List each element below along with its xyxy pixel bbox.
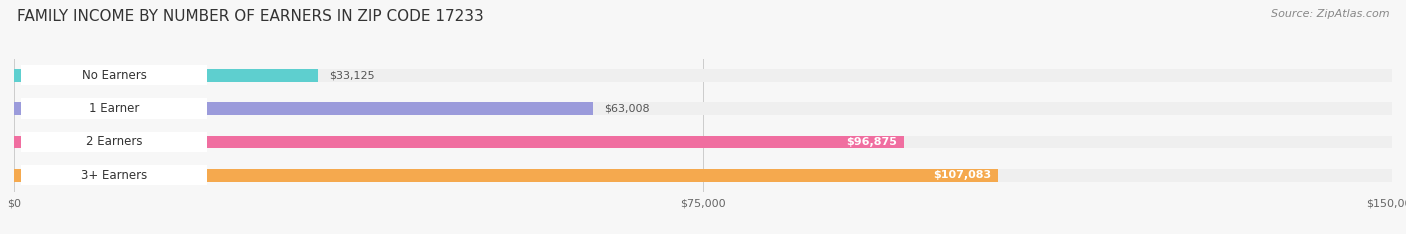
Bar [14, 169, 998, 182]
Bar [21, 65, 207, 85]
Bar [14, 69, 1392, 81]
Bar [14, 169, 1392, 182]
Text: $96,875: $96,875 [846, 137, 897, 147]
Text: $63,008: $63,008 [603, 103, 650, 113]
Bar [14, 102, 1392, 115]
Text: Source: ZipAtlas.com: Source: ZipAtlas.com [1271, 9, 1389, 19]
Bar [21, 132, 207, 152]
Bar [14, 69, 318, 81]
Text: FAMILY INCOME BY NUMBER OF EARNERS IN ZIP CODE 17233: FAMILY INCOME BY NUMBER OF EARNERS IN ZI… [17, 9, 484, 24]
Bar [14, 102, 593, 115]
Bar [21, 98, 207, 119]
Text: 1 Earner: 1 Earner [89, 102, 139, 115]
Bar [14, 135, 1392, 148]
Text: $107,083: $107,083 [932, 170, 991, 180]
Bar [21, 165, 207, 185]
Text: No Earners: No Earners [82, 69, 146, 82]
Text: 2 Earners: 2 Earners [86, 135, 142, 148]
Bar [14, 135, 904, 148]
Text: $33,125: $33,125 [329, 70, 375, 80]
Text: 3+ Earners: 3+ Earners [80, 169, 148, 182]
